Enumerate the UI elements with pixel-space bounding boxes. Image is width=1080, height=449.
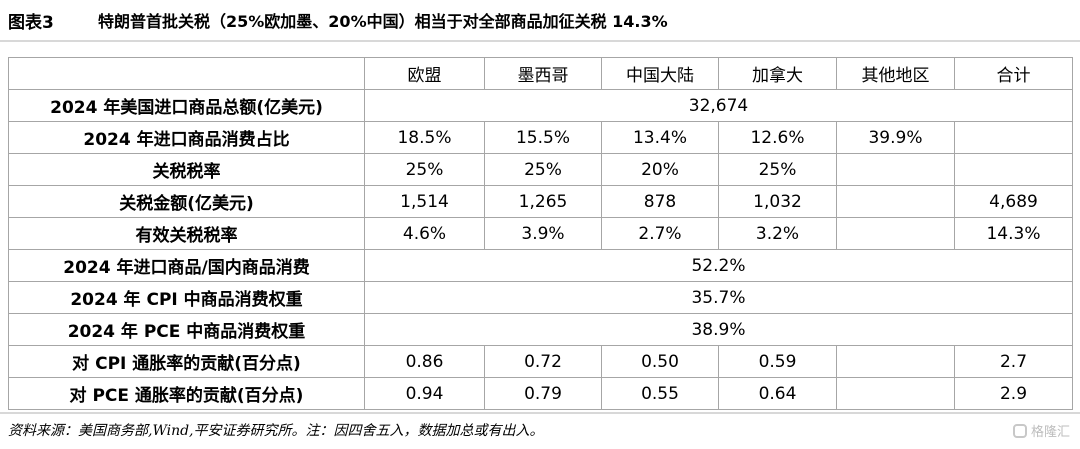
row-label: 2024 年美国进口商品总额(亿美元) [8,89,365,122]
value-cell: 14.3% [954,217,1073,250]
column-header: 墨西哥 [484,57,602,90]
value-cell: 1,514 [364,185,485,218]
value-cell: 1,265 [484,185,602,218]
value-cell: 0.86 [364,345,485,378]
table-body: 2024 年美国进口商品总额(亿美元) 32,674 2024 年进口商品消费占比 1… [8,89,1073,410]
table-row: 2024 年进口商品/国内商品消费 52.2% [8,249,1073,282]
row-label: 对 PCE 通胀率的贡献(百分点) [8,377,365,410]
table-row: 关税金额(亿美元) 1,514 1,265 878 1,032 4,689 [8,185,1073,218]
column-header: 合计 [954,57,1073,90]
column-header: 其他地区 [836,57,955,90]
value-cell: 0.64 [718,377,837,410]
tariff-table: 欧盟 墨西哥 中国大陆 加拿大 其他地区 合计 2024 年美国进口商品总额(亿美元) 32… [8,57,1073,410]
value-cell: 3.9% [484,217,602,250]
value-cell: 0.94 [364,377,485,410]
watermark-logo-icon [1012,423,1027,438]
value-cell: 878 [601,185,719,218]
table-row: 有效关税税率 4.6% 3.9% 2.7% 3.2% 14.3% [8,217,1073,250]
row-label: 有效关税税率 [8,217,365,250]
value-cell: 4.6% [364,217,485,250]
value-cell: 0.72 [484,345,602,378]
table-header: 欧盟 墨西哥 中国大陆 加拿大 其他地区 合计 [8,57,1073,90]
row-label: 2024 年进口商品/国内商品消费 [8,249,365,282]
value-cell [954,153,1073,186]
table-row: 2024 年美国进口商品总额(亿美元) 32,674 [8,89,1073,122]
column-header: 欧盟 [364,57,485,90]
table-row: 2024 年进口商品消费占比 18.5% 15.5% 13.4% 12.6% 39.9% [8,121,1073,154]
value-cell [836,185,955,218]
source-bar: 资料来源：美国商务部,Wind,平安证券研究所。注：因四舍五入，数据加总或有出入… [0,412,1080,449]
value-cell: 15.5% [484,121,602,154]
value-cell [836,153,955,186]
value-cell: 25% [718,153,837,186]
header-row: 欧盟 墨西哥 中国大陆 加拿大 其他地区 合计 [8,57,1073,90]
merged-value-cell: 38.9% [364,313,1073,346]
merged-value-cell: 35.7% [364,281,1073,314]
table-row: 2024 年 PCE 中商品消费权重 38.9% [8,313,1073,346]
row-label: 2024 年 CPI 中商品消费权重 [8,281,365,314]
column-header: 加拿大 [718,57,837,90]
table-row: 对 CPI 通胀率的贡献(百分点) 0.86 0.72 0.50 0.59 2.7 [8,345,1073,378]
value-cell [836,217,955,250]
row-label: 关税金额(亿美元) [8,185,365,218]
value-cell: 25% [484,153,602,186]
value-cell: 0.50 [601,345,719,378]
watermark: 格隆汇 [1012,421,1070,440]
table-row: 2024 年 CPI 中商品消费权重 35.7% [8,281,1073,314]
watermark-text: 格隆汇 [1030,425,1070,440]
value-cell: 13.4% [601,121,719,154]
value-cell: 18.5% [364,121,485,154]
table-row: 关税税率 25% 25% 20% 25% [8,153,1073,186]
table-row: 对 PCE 通胀率的贡献(百分点) 0.94 0.79 0.55 0.64 2.9 [8,377,1073,410]
column-header: 中国大陆 [601,57,719,90]
row-label: 2024 年 PCE 中商品消费权重 [8,313,365,346]
value-cell: 39.9% [836,121,955,154]
value-cell: 2.9 [954,377,1073,410]
value-cell: 12.6% [718,121,837,154]
merged-value-cell: 32,674 [364,89,1073,122]
row-label: 对 CPI 通胀率的贡献(百分点) [8,345,365,378]
figure-title: 特朗普首批关税（25%欧加墨、20%中国）相当于对全部商品加征关税 14.3% [98,12,668,31]
value-cell [836,345,955,378]
figure-title-bar: 图表3 特朗普首批关税（25%欧加墨、20%中国）相当于对全部商品加征关税 14… [0,0,1080,42]
value-cell [836,377,955,410]
figure-label: 图表3 [8,12,54,33]
header-corner-cell [8,57,365,90]
value-cell: 2.7% [601,217,719,250]
merged-value-cell: 52.2% [364,249,1073,282]
row-label: 2024 年进口商品消费占比 [8,121,365,154]
value-cell: 3.2% [718,217,837,250]
value-cell [954,121,1073,154]
value-cell: 20% [601,153,719,186]
value-cell: 0.59 [718,345,837,378]
value-cell: 1,032 [718,185,837,218]
value-cell: 25% [364,153,485,186]
value-cell: 0.55 [601,377,719,410]
row-label: 关税税率 [8,153,365,186]
value-cell: 0.79 [484,377,602,410]
value-cell: 2.7 [954,345,1073,378]
source-note: 资料来源：美国商务部,Wind,平安证券研究所。注：因四舍五入，数据加总或有出入… [8,423,544,439]
value-cell: 4,689 [954,185,1073,218]
